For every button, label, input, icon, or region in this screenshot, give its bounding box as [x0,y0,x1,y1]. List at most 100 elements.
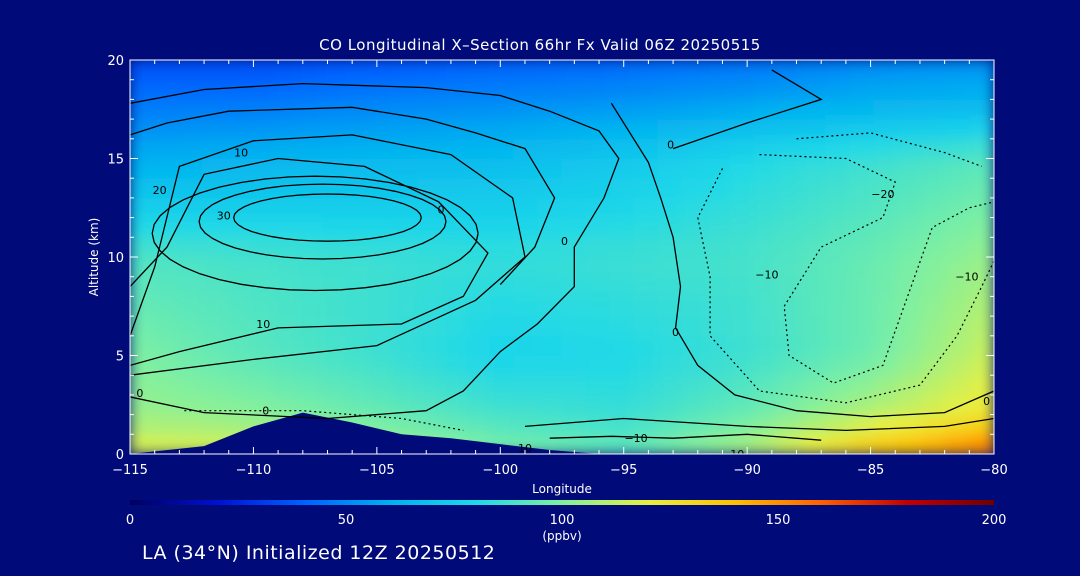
heatmap-cell [801,217,827,238]
heatmap-cell [153,158,179,179]
y-tick-label: 5 [116,350,124,365]
heatmap-cell [177,138,203,159]
heatmap-cell [921,177,947,199]
heatmap-cell [561,355,587,376]
contour-label: 0 [672,326,679,339]
heatmap-cell [130,394,155,416]
heatmap-cell [489,60,515,81]
heatmap-cell [729,256,755,278]
heatmap-cell [729,60,755,81]
heatmap-cell [609,98,635,120]
heatmap-cell [177,335,203,356]
heatmap-cell [657,177,683,199]
contour-line [524,417,994,432]
heatmap-cell [945,276,971,297]
heatmap-cell [777,217,803,238]
heatmap-cell [369,158,395,179]
heatmap-cell [921,335,947,356]
heatmap-cell [849,98,875,120]
contour-line [130,134,526,376]
heatmap-cell [153,355,179,376]
heatmap-cell [969,355,994,376]
heatmap-cell [345,79,371,100]
heatmap-cell [513,177,539,199]
heatmap-cell [489,335,515,356]
heatmap-cell [897,98,923,120]
heatmap-cell [321,197,347,219]
heatmap-cell [873,79,899,100]
colorbar-tick-label: 0 [126,513,134,528]
heatmap-cell [561,138,587,159]
heatmap-cell [465,394,491,416]
heatmap-cell [297,394,323,416]
heatmap-cell [609,295,635,317]
heatmap-cell [609,256,635,278]
heatmap-cell [417,177,443,199]
heatmap-cell [849,315,875,337]
heatmap-cell [777,374,803,396]
heatmap-cell [130,79,155,100]
heatmap-cell [513,414,539,435]
heatmap-cell [705,256,731,278]
heatmap-cell [969,60,994,81]
contour-line [672,69,823,150]
heatmap-cell [489,98,515,120]
contour-label: 10 [256,318,270,331]
heatmap-cell [633,177,659,199]
heatmap-cell [465,414,491,435]
heatmap-cell [489,197,515,219]
contour-lines [130,69,994,441]
heatmap-cell [681,79,707,100]
heatmap-cell [873,276,899,297]
x-tick-label: −95 [610,463,637,478]
heatmap-cell [585,177,611,199]
heatmap-cell [921,256,947,278]
heatmap-cell [657,295,683,317]
heatmap-cell [753,177,779,199]
contour-label: −10 [955,271,978,284]
heatmap-cell [465,98,491,120]
heatmap-cell [249,335,275,356]
heatmap-cell [705,374,731,396]
heatmap-cell [393,335,419,356]
heatmap-cell [225,79,251,100]
heatmap-cell [849,433,875,454]
heatmap-cell [657,236,683,258]
heatmap-cell [369,236,395,258]
heatmap-cell [657,374,683,396]
heatmap-cell [537,355,563,376]
heatmap-cell [345,394,371,416]
heatmap-cell [561,60,587,81]
heatmap-cell [417,60,443,81]
heatmap-cell [153,414,179,435]
heatmap-cell [417,79,443,100]
heatmap-cell [249,374,275,396]
heatmap-cell [825,374,851,396]
heatmap-cell [249,79,275,100]
heatmap-cell [537,177,563,199]
heatmap-cell [585,295,611,317]
heatmap-cell [825,177,851,199]
heatmap-cell [705,433,731,454]
heatmap-cell [513,118,539,140]
heatmap-cell [273,256,299,278]
heatmap-cell [225,217,251,238]
heatmap-cell [561,315,587,337]
heatmap-cell [130,60,155,81]
heatmap-cell [609,374,635,396]
heatmap-cell [561,177,587,199]
heatmap-cell [729,158,755,179]
heatmap-cell [225,394,251,416]
heatmap-cell [825,138,851,159]
heatmap-cell [153,98,179,120]
contour-label: 10 [234,147,248,160]
heatmap-cell [609,315,635,337]
heatmap-cell [753,118,779,140]
heatmap-cell [153,79,179,100]
heatmap-cell [633,236,659,258]
colorbar-tick-label: 150 [766,513,791,528]
contour-label: 0 [983,395,990,408]
heatmap-cell [561,79,587,100]
heatmap-cell [153,60,179,81]
heatmap-cell [369,295,395,317]
